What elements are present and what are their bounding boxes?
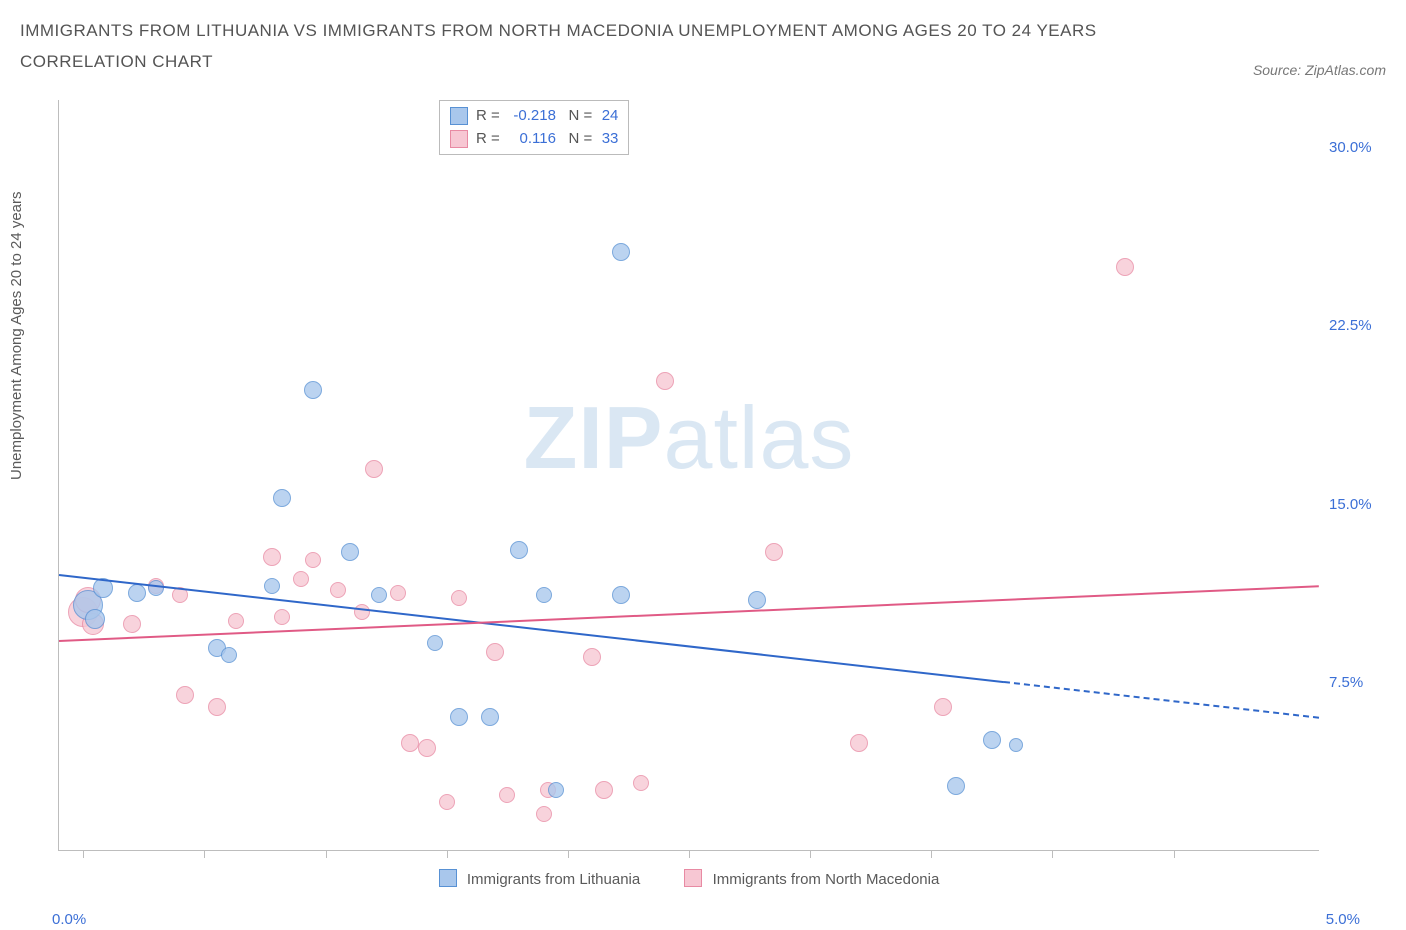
point-macedonia — [418, 739, 436, 757]
swatch-blue-icon — [439, 869, 457, 887]
point-macedonia — [123, 615, 141, 633]
x-tick — [204, 850, 205, 858]
point-macedonia — [595, 781, 613, 799]
point-macedonia — [305, 552, 321, 568]
point-macedonia — [486, 643, 504, 661]
point-macedonia — [263, 548, 281, 566]
point-macedonia — [656, 372, 674, 390]
swatch-pink-icon — [450, 130, 468, 148]
x-tick — [931, 850, 932, 858]
y-tick-label: 30.0% — [1329, 139, 1372, 156]
point-macedonia — [401, 734, 419, 752]
point-lithuania — [371, 587, 387, 603]
point-macedonia — [354, 604, 370, 620]
point-lithuania — [341, 543, 359, 561]
point-lithuania — [548, 782, 564, 798]
x-tick — [689, 850, 690, 858]
point-lithuania — [612, 586, 630, 604]
y-axis-label: Unemployment Among Ages 20 to 24 years — [8, 191, 25, 480]
y-tick-label: 15.0% — [1329, 496, 1372, 513]
swatch-pink-icon — [684, 869, 702, 887]
point-macedonia — [451, 590, 467, 606]
swatch-blue-icon — [450, 107, 468, 125]
trend-line — [59, 574, 1004, 683]
point-macedonia — [934, 698, 952, 716]
trend-line — [59, 586, 1319, 643]
legend-item-macedonia: Immigrants from North Macedonia — [684, 869, 939, 888]
watermark: ZIPatlas — [524, 387, 855, 489]
source-attribution: Source: ZipAtlas.com — [1253, 62, 1386, 78]
point-lithuania — [273, 489, 291, 507]
point-lithuania — [304, 381, 322, 399]
x-tick — [1174, 850, 1175, 858]
point-lithuania — [947, 777, 965, 795]
point-lithuania — [128, 584, 146, 602]
point-macedonia — [390, 585, 406, 601]
correlation-stats-box: R = -0.218 N = 24 R = 0.116 N = 33 — [439, 100, 629, 155]
x-tick — [83, 850, 84, 858]
chart-title: IMMIGRANTS FROM LITHUANIA VS IMMIGRANTS … — [20, 18, 1386, 44]
point-lithuania — [510, 541, 528, 559]
point-lithuania — [221, 647, 237, 663]
point-lithuania — [536, 587, 552, 603]
x-axis-max-label: 5.0% — [1326, 911, 1360, 928]
point-macedonia — [365, 460, 383, 478]
x-tick — [447, 850, 448, 858]
point-macedonia — [850, 734, 868, 752]
y-tick-label: 22.5% — [1329, 317, 1372, 334]
point-macedonia — [633, 775, 649, 791]
point-macedonia — [1116, 258, 1134, 276]
trend-line — [1004, 681, 1319, 719]
point-macedonia — [176, 686, 194, 704]
point-macedonia — [293, 571, 309, 587]
point-lithuania — [1009, 738, 1023, 752]
point-lithuania — [481, 708, 499, 726]
point-macedonia — [499, 787, 515, 803]
scatter-plot-area: ZIPatlas R = -0.218 N = 24 R = 0.116 N =… — [58, 100, 1319, 851]
point-lithuania — [983, 731, 1001, 749]
point-lithuania — [612, 243, 630, 261]
bottom-legend: Immigrants from Lithuania Immigrants fro… — [59, 869, 1319, 888]
stats-row-macedonia: R = 0.116 N = 33 — [450, 128, 618, 151]
point-macedonia — [536, 806, 552, 822]
x-tick — [810, 850, 811, 858]
point-lithuania — [748, 591, 766, 609]
point-macedonia — [583, 648, 601, 666]
chart-subtitle: CORRELATION CHART — [20, 52, 1386, 72]
point-lithuania — [264, 578, 280, 594]
y-tick-label: 7.5% — [1329, 674, 1363, 691]
point-lithuania — [427, 635, 443, 651]
legend-item-lithuania: Immigrants from Lithuania — [439, 869, 641, 888]
point-lithuania — [148, 580, 164, 596]
stats-row-lithuania: R = -0.218 N = 24 — [450, 105, 618, 128]
x-axis-min-label: 0.0% — [52, 911, 86, 928]
x-tick — [568, 850, 569, 858]
point-macedonia — [330, 582, 346, 598]
point-lithuania — [450, 708, 468, 726]
x-tick — [1052, 850, 1053, 858]
point-macedonia — [208, 698, 226, 716]
point-macedonia — [439, 794, 455, 810]
point-lithuania — [85, 609, 105, 629]
point-macedonia — [228, 613, 244, 629]
point-macedonia — [765, 543, 783, 561]
point-macedonia — [274, 609, 290, 625]
x-tick — [326, 850, 327, 858]
